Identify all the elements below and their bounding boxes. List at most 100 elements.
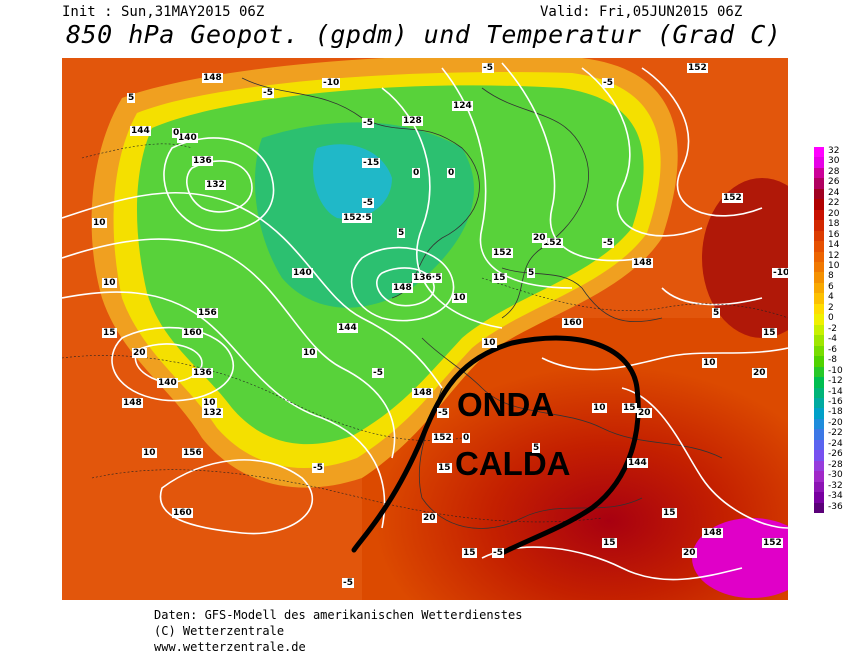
colorbar-cell — [814, 209, 824, 221]
geopotential-label: 144 — [627, 458, 648, 468]
temperature-label: 20 — [132, 348, 147, 358]
colorbar-cell — [814, 356, 824, 368]
temperature-label: 10 — [202, 398, 217, 408]
geopotential-label: 144 — [337, 323, 358, 333]
temperature-label: 5 — [532, 443, 541, 453]
colorbar-label: -24 — [828, 438, 843, 449]
temperature-label: 10 — [92, 218, 107, 228]
colorbar-cell — [814, 471, 824, 483]
temperature-label: -5 — [342, 578, 354, 588]
geopotential-label: 152 — [762, 538, 783, 548]
geopotential-label: 160 — [562, 318, 583, 328]
temperature-label: 10 — [482, 338, 497, 348]
temperature-label: 20 — [532, 233, 547, 243]
colorbar-label: 20 — [828, 208, 840, 219]
geopotential-label: 152 — [722, 193, 743, 203]
colorbar-cell — [814, 345, 824, 357]
temperature-label: -5 — [262, 88, 274, 98]
temperature-label: 15 — [102, 328, 117, 338]
colorbar-cell — [814, 324, 824, 336]
geopotential-label: 136 — [192, 156, 213, 166]
annotation-calda: CALDA — [455, 445, 570, 482]
geopotential-label: 160 — [182, 328, 203, 338]
temperature-label: 5 — [527, 268, 536, 278]
colorbar-cell — [814, 397, 824, 409]
colorbar-cell — [814, 251, 824, 263]
geopotential-label: 152·5 — [342, 213, 373, 223]
temperature-label: -5 — [437, 408, 449, 418]
colorbar-label: -36 — [828, 501, 843, 512]
warm-wave-outline — [351, 335, 641, 556]
temperature-label: 15 — [602, 538, 617, 548]
colorbar-cell — [814, 157, 824, 169]
colorbar-label: 10 — [828, 261, 840, 272]
footer-website[interactable]: www.wetterzentrale.de — [154, 640, 306, 654]
geopotential-label: 148 — [202, 73, 223, 83]
init-time: Init : Sun,31MAY2015 06Z — [62, 4, 265, 20]
geopotential-label: 160 — [172, 508, 193, 518]
geopotential-label: 136·5 — [412, 273, 443, 283]
temperature-label: -5 — [312, 463, 324, 473]
temperature-label: 0 — [462, 433, 471, 443]
geopotential-label: 140 — [157, 378, 178, 388]
weather-map: ONDA CALDA 152 148 144 140 136 132 128 124 152·5… — [62, 58, 788, 600]
colorbar-label: -32 — [828, 480, 843, 491]
colorbar-label: -10 — [828, 365, 843, 376]
colorbar-cell — [814, 408, 824, 420]
colorbar-label: 32 — [828, 146, 840, 156]
temperature-label: 10 — [302, 348, 317, 358]
coastlines — [241, 77, 723, 529]
colorbar-cell — [814, 429, 824, 441]
east-hot-cell — [702, 178, 788, 338]
colorbar-label: 6 — [828, 281, 834, 292]
geopotential-label: 152 — [687, 63, 708, 73]
colorbar-label: 22 — [828, 198, 840, 209]
colorbar-cell — [814, 502, 824, 514]
colorbar-label: -6 — [828, 344, 837, 355]
colorbar-label: -2 — [828, 323, 837, 334]
colorbar-label: 12 — [828, 250, 840, 261]
geopotential-label: 144 — [130, 126, 151, 136]
colorbar-label: -30 — [828, 470, 843, 481]
temperature-label: 20 — [637, 408, 652, 418]
colorbar-label: -16 — [828, 396, 843, 407]
geopotential-label: 156 — [182, 448, 203, 458]
geopotential-label: 132 — [202, 408, 223, 418]
colorbar-cell — [814, 188, 824, 200]
colorbar-cell — [814, 230, 824, 242]
geopotential-label: 152 — [542, 238, 563, 248]
colorbar-label: -8 — [828, 355, 837, 366]
colorbar-cell — [814, 492, 824, 504]
geopotential-label: 148 — [632, 258, 653, 268]
colorbar-cell — [814, 262, 824, 273]
temperature-label: 10 — [102, 278, 117, 288]
colorbar-cell — [814, 282, 824, 294]
colorbar-cell — [814, 303, 824, 315]
temperature-label: 20 — [422, 513, 437, 523]
colorbar-label: 16 — [828, 229, 840, 240]
temperature-label: -15 — [362, 158, 381, 168]
temperature-label: 10 — [452, 293, 467, 303]
map-title: 850 hPa Geopot. (gpdm) und Temperatur (G… — [66, 20, 782, 49]
geopotential-label: 148 — [392, 283, 413, 293]
temperature-label: 5 — [712, 308, 721, 318]
geopotential-label: 140 — [177, 133, 198, 143]
geopotential-isolines — [62, 62, 788, 581]
colorbar-label: -28 — [828, 459, 843, 470]
geopotential-label: 136 — [192, 368, 213, 378]
colorbar-cell — [814, 387, 824, 399]
annotation-onda: ONDA — [457, 386, 554, 423]
colorbar-cell — [814, 220, 824, 232]
temperature-label: 10 — [592, 403, 607, 413]
colorbar-cell — [814, 460, 824, 472]
temperature-label: 5 — [127, 93, 136, 103]
colorbar-cell — [814, 241, 824, 253]
footer-data-source: Daten: GFS-Modell des amerikanischen Wet… — [154, 608, 523, 622]
colorbar-label: -4 — [828, 334, 837, 345]
temperature-colorbar — [814, 147, 824, 514]
temperature-label: 15 — [462, 548, 477, 558]
temperature-label: -5 — [362, 198, 374, 208]
geopotential-label: 132 — [205, 180, 226, 190]
colorbar-label: -18 — [828, 407, 843, 418]
geopotential-label: 124 — [452, 101, 473, 111]
